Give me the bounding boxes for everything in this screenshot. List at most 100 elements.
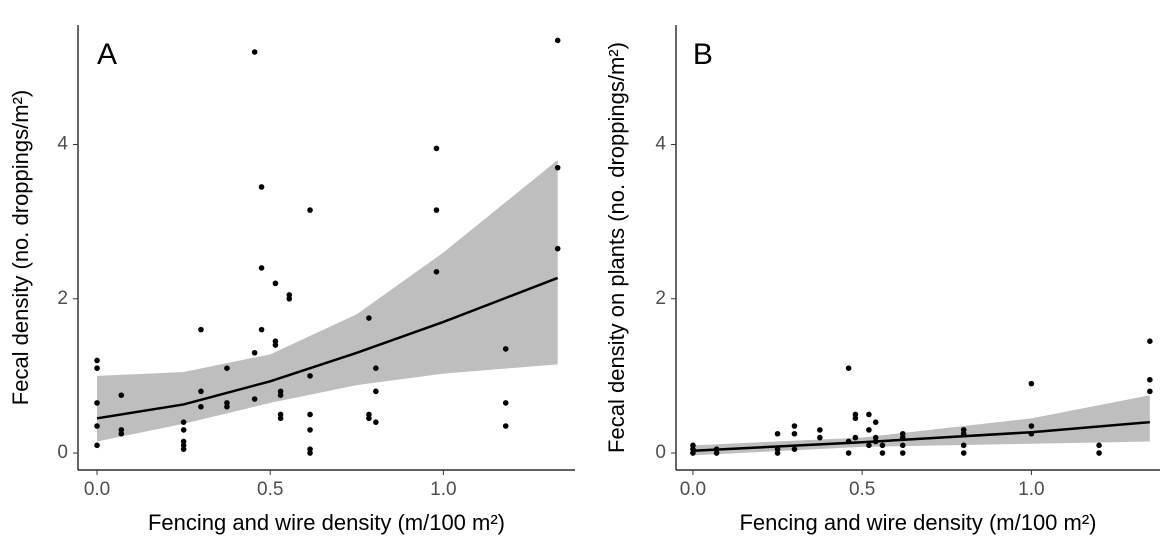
data-point [502, 346, 509, 352]
data-point [307, 446, 313, 452]
data-point [845, 365, 852, 371]
x-tick-label: 0.5 [849, 479, 875, 500]
data-point [180, 446, 187, 452]
data-point [899, 450, 906, 456]
data-point [307, 373, 313, 379]
data-point [1147, 376, 1153, 383]
data-point [899, 430, 906, 437]
fit-line [96, 276, 559, 420]
y-tick-label: 2 [655, 288, 666, 309]
y-tick-label: 4 [57, 134, 68, 155]
data-point [307, 450, 313, 456]
data-point [198, 326, 204, 333]
data-point [866, 427, 872, 433]
data-point [433, 145, 440, 152]
data-point [224, 403, 230, 410]
data-point [94, 357, 100, 364]
data-point [373, 388, 379, 395]
data-point [272, 338, 279, 345]
data-point [1147, 338, 1153, 345]
data-point [852, 415, 859, 422]
data-point [554, 245, 561, 252]
data-point [94, 442, 100, 449]
data-point [852, 434, 859, 441]
panel-label: B [693, 38, 713, 71]
data-point [286, 292, 293, 298]
data-point [258, 265, 265, 271]
data-point [845, 450, 852, 456]
x-axis-title: Fencing and wire density (m/100 m²) [148, 510, 505, 535]
data-point [277, 415, 284, 422]
data-point [258, 184, 265, 190]
data-point [198, 403, 204, 410]
data-point [272, 280, 279, 287]
data-point [1147, 388, 1153, 395]
data-point [180, 442, 187, 449]
data-point [94, 423, 100, 429]
data-point [817, 427, 823, 433]
y-axis-title: Fecal density (no. droppings/m²) [8, 90, 33, 405]
data-point [866, 411, 872, 418]
data-point [791, 423, 798, 429]
data-point [224, 365, 230, 371]
data-point [554, 37, 561, 44]
x-tick-label: 0.0 [680, 479, 706, 500]
x-tick-label: 1.0 [430, 479, 456, 500]
data-point [899, 442, 906, 449]
data-point [1028, 423, 1035, 429]
data-point [251, 49, 258, 55]
data-point [366, 315, 372, 321]
data-point [180, 427, 187, 433]
y-tick-label: 4 [655, 134, 666, 155]
data-point [258, 326, 265, 333]
data-point [817, 434, 823, 441]
data-point [1096, 442, 1102, 449]
data-point [277, 411, 284, 418]
data-point [272, 342, 279, 348]
data-point [960, 427, 967, 433]
data-point [866, 442, 872, 449]
confidence-band [692, 395, 1150, 456]
data-point [872, 419, 879, 425]
data-point [1028, 380, 1035, 387]
data-point [502, 400, 509, 406]
panel-label: A [97, 38, 117, 71]
x-tick-label: 1.0 [1018, 479, 1044, 500]
data-point [373, 419, 379, 425]
data-point [251, 349, 258, 356]
data-point [118, 430, 125, 437]
fit-line [692, 420, 1150, 452]
data-point [118, 392, 125, 398]
data-point [366, 411, 372, 418]
data-point [774, 450, 781, 456]
data-point [960, 442, 967, 449]
x-tick-label: 0.5 [257, 479, 283, 500]
data-point [180, 438, 187, 445]
data-point [433, 207, 440, 213]
y-tick-label: 0 [655, 442, 666, 463]
data-point [713, 450, 720, 456]
data-point [94, 400, 100, 406]
data-point [554, 164, 561, 171]
data-point [118, 427, 125, 433]
confidence-band [97, 159, 558, 442]
data-point [791, 446, 798, 452]
data-point [879, 450, 886, 456]
y-axis-title: Fecal density on plants (no. droppings/m… [604, 42, 629, 453]
data-point [774, 430, 781, 437]
data-point [960, 450, 967, 456]
data-point [251, 396, 258, 402]
data-point [502, 423, 509, 429]
data-point [224, 400, 230, 406]
data-point [433, 268, 440, 275]
data-point [198, 388, 204, 395]
data-point [791, 430, 798, 437]
data-point [277, 388, 284, 395]
x-axis-title: Fencing and wire density (m/100 m²) [739, 510, 1096, 535]
data-point [872, 434, 879, 441]
data-point [286, 295, 293, 302]
data-point [180, 419, 187, 425]
data-point [307, 207, 313, 213]
data-point [879, 442, 886, 449]
